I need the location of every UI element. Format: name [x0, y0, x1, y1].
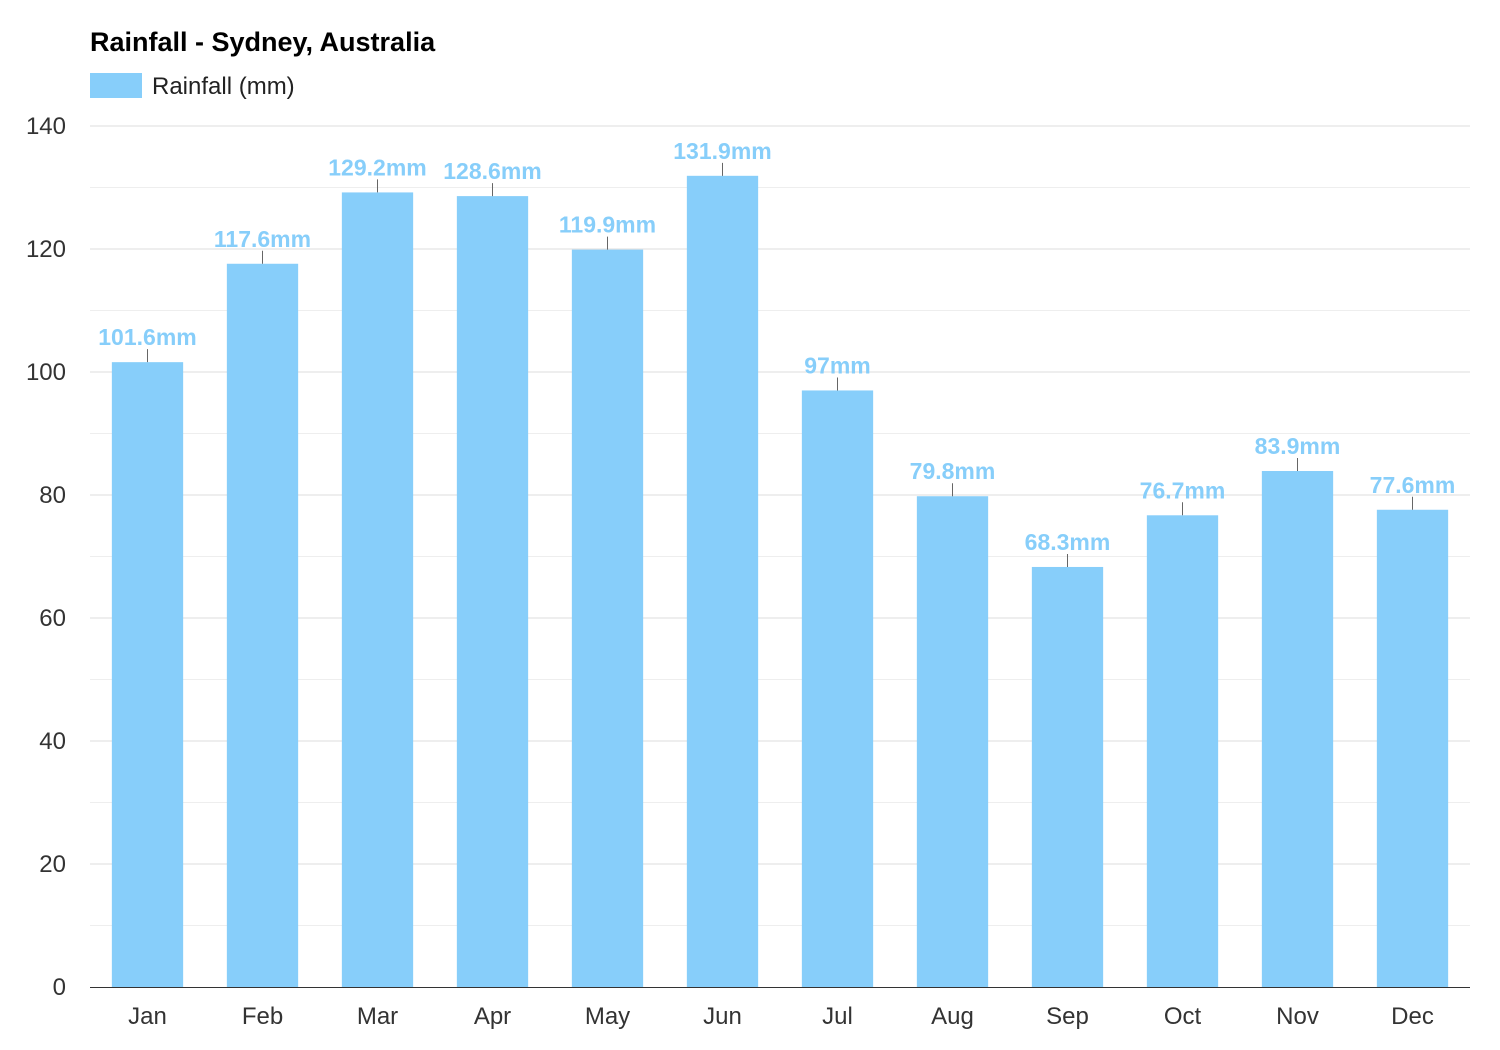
x-tick-label: Jan: [128, 1003, 167, 1030]
x-tick-label: Mar: [357, 1003, 398, 1030]
bar-jul[interactable]: [801, 390, 874, 987]
gridlines: [90, 125, 1470, 926]
data-label: 101.6mm: [98, 324, 196, 350]
data-label: 68.3mm: [1025, 529, 1111, 555]
legend[interactable]: Rainfall (mm): [90, 73, 295, 100]
x-tick-label: Nov: [1276, 1003, 1319, 1030]
y-tick-label: 100: [26, 359, 66, 386]
bar-sep[interactable]: [1031, 566, 1104, 987]
bar-oct[interactable]: [1146, 515, 1219, 987]
x-tick-label: May: [585, 1003, 630, 1030]
chart-title: Rainfall - Sydney, Australia: [90, 27, 436, 57]
x-axis: Jan Feb Mar Apr May Jun Jul Aug Sep Oct Nov Dec: [90, 987, 1470, 1030]
data-label: 131.9mm: [673, 138, 771, 164]
bars: [111, 175, 1449, 988]
bar-dec[interactable]: [1376, 509, 1449, 987]
x-tick-label: Aug: [931, 1003, 974, 1030]
data-labels: 101.6mm 117.6mm 129.2mm 128.6mm 119.9mm 131.9…: [98, 138, 1455, 567]
x-tick-label: Jul: [822, 1003, 853, 1030]
data-label: 83.9mm: [1255, 433, 1341, 459]
bar-aug[interactable]: [916, 496, 989, 987]
legend-label: Rainfall (mm): [152, 73, 295, 100]
data-label: 117.6mm: [214, 226, 311, 252]
y-tick-label: 40: [39, 728, 66, 755]
y-tick-label: 120: [26, 236, 66, 263]
bar-mar[interactable]: [341, 192, 414, 988]
data-label: 97mm: [804, 352, 870, 378]
legend-swatch: [90, 73, 142, 98]
data-label: 77.6mm: [1370, 472, 1456, 498]
y-tick-label: 140: [26, 113, 66, 140]
y-tick-label: 60: [39, 605, 66, 632]
y-tick-label: 80: [39, 482, 66, 509]
x-tick-label: Jun: [703, 1003, 742, 1030]
bar-feb[interactable]: [226, 263, 299, 987]
data-label: 79.8mm: [910, 458, 996, 484]
data-label: 76.7mm: [1140, 477, 1226, 503]
bar-jun[interactable]: [686, 175, 759, 987]
data-label: 128.6mm: [443, 158, 541, 184]
y-tick-label: 20: [39, 851, 66, 878]
bar-jan[interactable]: [111, 362, 184, 987]
bar-apr[interactable]: [456, 196, 529, 988]
x-tick-label: Apr: [474, 1003, 511, 1030]
y-axis: 0 20 40 60 80 100 120 140: [26, 113, 66, 1001]
bar-may[interactable]: [571, 249, 644, 988]
x-tick-label: Sep: [1046, 1003, 1089, 1030]
data-label: 119.9mm: [559, 212, 656, 238]
x-tick-label: Feb: [242, 1003, 283, 1030]
bar-nov[interactable]: [1261, 471, 1334, 987]
data-label: 129.2mm: [328, 154, 426, 180]
y-tick-label: 0: [53, 974, 66, 1001]
x-tick-label: Oct: [1164, 1003, 1202, 1030]
x-tick-label: Dec: [1391, 1003, 1434, 1030]
